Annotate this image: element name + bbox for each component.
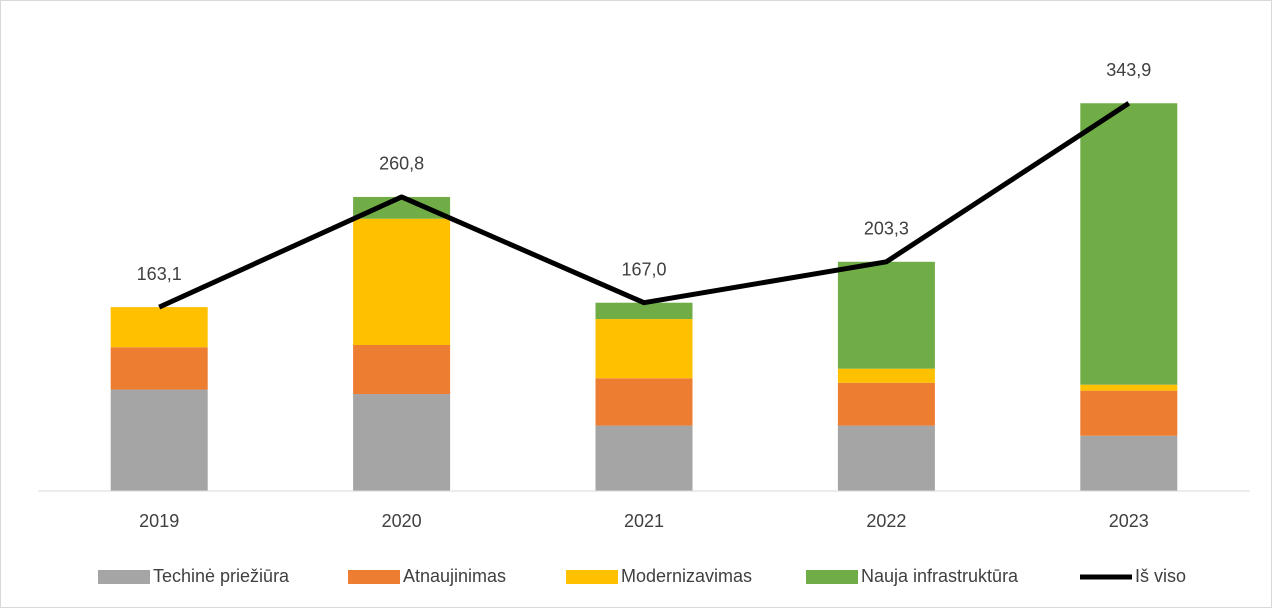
legend-label: Modernizavimas — [621, 566, 752, 586]
x-tick-label: 2021 — [624, 511, 664, 531]
x-tick-label: 2023 — [1109, 511, 1149, 531]
bar-segment — [595, 425, 693, 491]
legend-label: Techinė priežiūra — [153, 566, 290, 586]
x-tick-label: 2020 — [382, 511, 422, 531]
bar-segment — [837, 261, 935, 369]
legend-swatch — [566, 570, 618, 584]
legend-swatch — [806, 570, 858, 584]
data-label: 167,0 — [621, 259, 666, 279]
x-tick-label: 2022 — [866, 511, 906, 531]
bar-segment — [110, 389, 208, 491]
data-label: 343,9 — [1106, 60, 1151, 80]
legend-swatch — [348, 570, 400, 584]
legend-swatch — [98, 570, 150, 584]
bar-segment — [595, 302, 693, 320]
legend-label: Nauja infrastruktūra — [861, 566, 1019, 586]
bar-segment — [837, 382, 935, 426]
bar-segment — [353, 394, 451, 491]
bar-segment — [353, 196, 451, 219]
bar-segment — [595, 378, 693, 426]
bar-segment — [837, 368, 935, 383]
bar-segment — [110, 307, 208, 348]
legend-label: Atnaujinimas — [403, 566, 506, 586]
total-line — [158, 101, 1131, 310]
data-label: 260,8 — [379, 154, 424, 174]
data-label: 163,1 — [137, 264, 182, 284]
bar-segment — [1080, 103, 1178, 385]
legend-label: Iš viso — [1135, 566, 1186, 586]
bar-segment — [1080, 384, 1178, 391]
bar-segment — [1080, 390, 1178, 436]
bar-segment — [353, 344, 451, 395]
bar-segment — [837, 425, 935, 491]
bar-segment — [353, 218, 451, 345]
x-tick-label: 2019 — [139, 511, 179, 531]
bar-segment — [595, 319, 693, 379]
bar-segment — [110, 347, 208, 390]
data-label: 203,3 — [864, 219, 909, 239]
bar-segment — [1080, 435, 1178, 491]
